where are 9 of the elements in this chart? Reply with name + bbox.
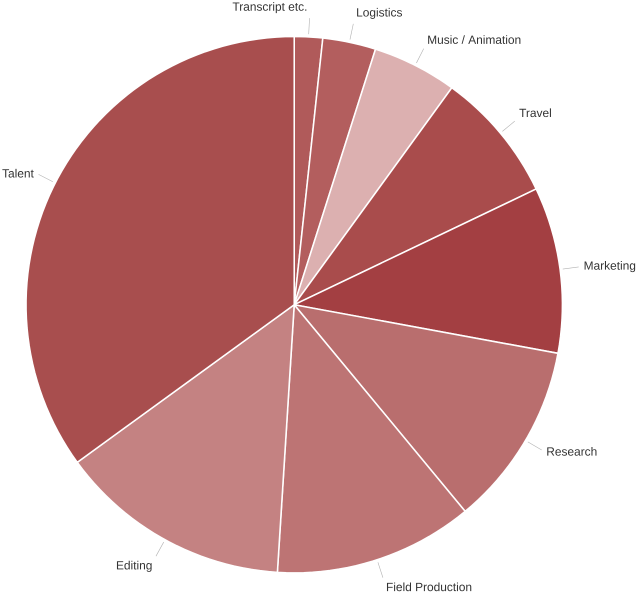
slice-label: Marketing (584, 260, 636, 272)
slice-label: Transcript etc. (232, 2, 306, 14)
slice-label: Research (547, 446, 596, 456)
slice-label: Talent (2, 168, 34, 178)
slice-label: Editing (116, 560, 152, 572)
slice-label: Music / Animation (428, 35, 520, 44)
slice-label: Logistics (357, 8, 402, 19)
slice-label: Travel (519, 108, 551, 117)
slice-label: Field Production (386, 582, 472, 592)
